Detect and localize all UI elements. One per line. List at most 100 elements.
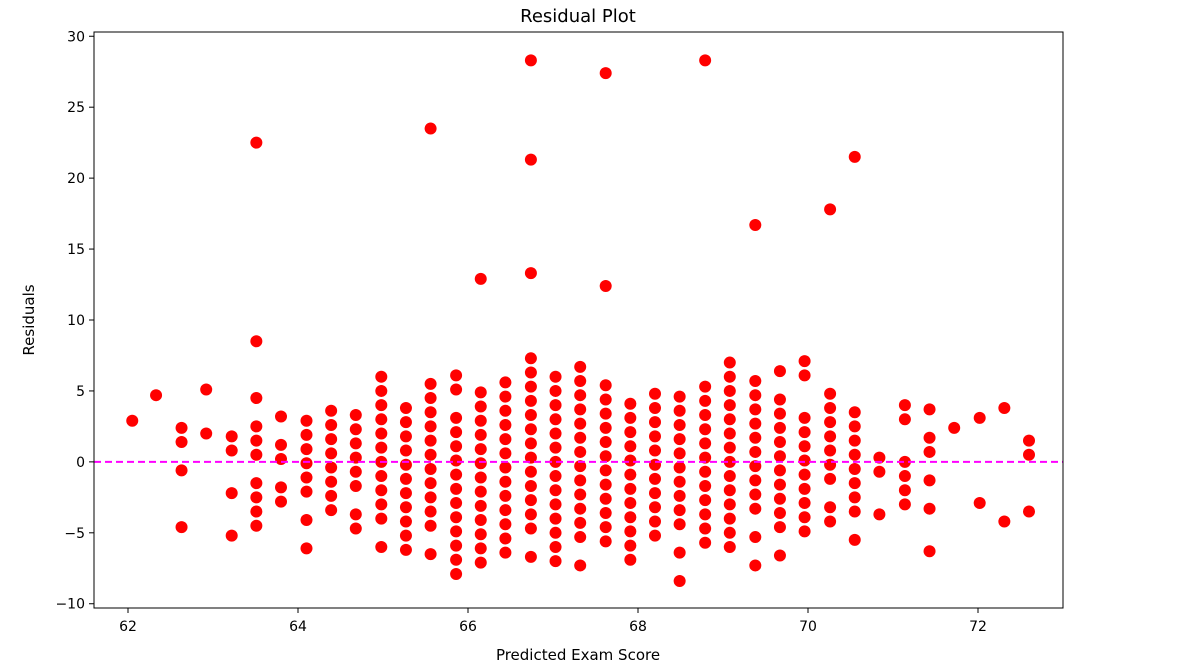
data-point <box>549 427 562 440</box>
data-point <box>673 404 686 417</box>
data-point <box>673 418 686 431</box>
data-point <box>824 444 837 457</box>
data-point <box>749 375 762 387</box>
data-point <box>723 541 736 553</box>
data-point <box>699 494 712 507</box>
data-point <box>599 421 612 434</box>
y-axis-ticks: −10 −5 0 5 10 15 20 25 30 <box>55 29 94 613</box>
data-point <box>499 489 512 502</box>
data-point <box>450 482 463 495</box>
data-point <box>250 434 263 447</box>
data-point <box>624 440 637 453</box>
data-point <box>499 504 512 517</box>
data-point <box>749 460 762 473</box>
data-point <box>549 470 562 483</box>
data-point <box>723 370 736 383</box>
data-point <box>474 542 487 555</box>
data-point <box>848 150 861 163</box>
y-tick-label: 15 <box>67 242 85 258</box>
data-point <box>524 352 537 365</box>
data-point <box>773 436 786 449</box>
data-point <box>624 454 637 467</box>
data-point <box>824 416 837 429</box>
data-point <box>325 489 338 502</box>
data-point <box>599 279 612 292</box>
data-point <box>549 455 562 468</box>
y-tick-label: 5 <box>76 384 85 400</box>
data-point <box>225 444 238 457</box>
data-point <box>699 508 712 521</box>
data-point <box>499 418 512 431</box>
data-point <box>699 536 712 549</box>
data-point <box>474 443 487 456</box>
data-point <box>474 400 487 413</box>
data-point <box>599 506 612 519</box>
data-point <box>474 485 487 498</box>
data-point <box>349 423 362 436</box>
data-point <box>349 409 362 422</box>
data-point <box>673 475 686 488</box>
data-point <box>699 394 712 407</box>
data-point <box>450 454 463 467</box>
data-point <box>524 437 537 450</box>
data-point <box>773 549 786 562</box>
data-point <box>250 505 263 518</box>
data-point <box>798 482 811 495</box>
data-point <box>524 465 537 478</box>
data-point <box>624 482 637 495</box>
data-point <box>300 514 313 527</box>
data-point <box>474 272 487 285</box>
x-tick-label: 72 <box>969 619 987 635</box>
data-point <box>524 479 537 492</box>
data-point <box>624 497 637 510</box>
data-point <box>524 267 537 280</box>
data-point <box>349 437 362 450</box>
data-point <box>699 380 712 393</box>
y-tick-label: 0 <box>76 455 85 471</box>
data-point <box>325 504 338 517</box>
data-point <box>798 440 811 453</box>
data-point <box>524 451 537 464</box>
data-point <box>898 498 911 511</box>
data-point <box>723 484 736 497</box>
data-point <box>574 516 587 529</box>
data-point <box>375 413 388 426</box>
data-point <box>699 522 712 535</box>
y-tick-label: −5 <box>64 526 85 542</box>
x-tick-label: 64 <box>289 619 307 635</box>
data-point <box>948 421 961 434</box>
data-point <box>574 460 587 473</box>
data-point <box>375 427 388 440</box>
data-point <box>524 366 537 379</box>
data-point <box>399 501 412 514</box>
data-point <box>649 472 661 485</box>
data-point <box>723 498 736 511</box>
data-point <box>225 430 238 443</box>
y-tick-label: 10 <box>67 313 85 329</box>
data-point <box>325 475 338 488</box>
data-point <box>599 492 612 505</box>
x-tick-label: 70 <box>799 619 817 635</box>
data-point <box>749 445 762 458</box>
data-point <box>599 436 612 449</box>
data-point <box>624 525 637 538</box>
data-point <box>450 497 463 510</box>
data-point <box>375 441 388 454</box>
x-tick-label: 68 <box>629 619 647 635</box>
data-point <box>325 433 338 446</box>
data-point <box>325 404 338 417</box>
data-point <box>375 541 388 553</box>
data-point <box>798 411 811 424</box>
data-point <box>399 444 412 457</box>
data-point <box>699 465 712 478</box>
y-tick-label: 25 <box>67 100 85 116</box>
data-point <box>499 532 512 545</box>
data-point <box>624 511 637 524</box>
data-point <box>599 450 612 463</box>
data-point <box>723 470 736 483</box>
data-point <box>673 489 686 502</box>
data-point <box>798 497 811 510</box>
data-point <box>300 485 313 498</box>
data-point <box>499 546 512 559</box>
data-point <box>450 468 463 481</box>
